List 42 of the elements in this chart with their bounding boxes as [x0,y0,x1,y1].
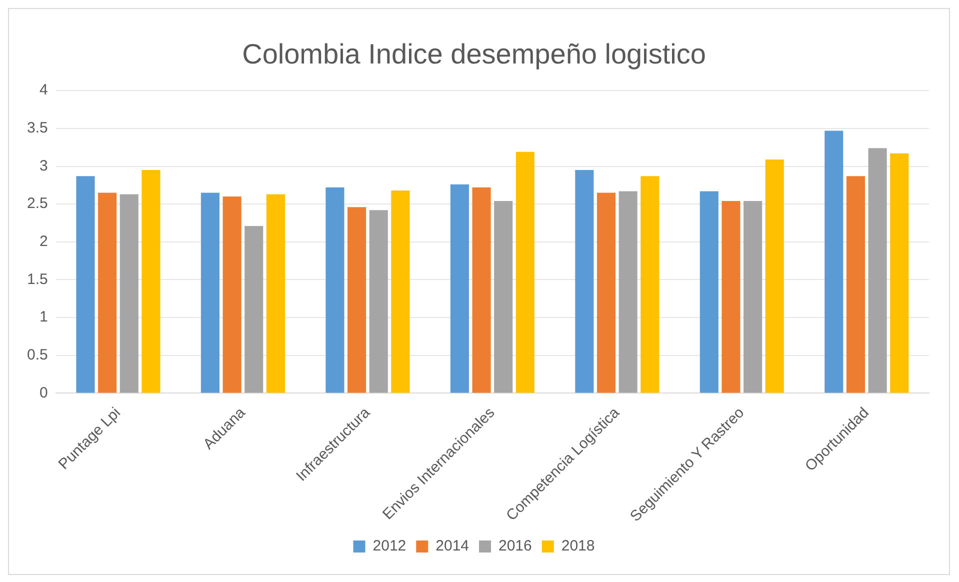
bar [744,201,762,393]
bar [596,192,616,393]
bar [222,196,242,393]
y-tick-label: 2.5 [26,195,48,212]
bar [200,192,220,393]
bar [516,152,534,393]
bar [722,201,740,393]
bar [142,170,160,393]
y-tick-label: 0 [40,384,48,402]
bar [890,153,909,393]
bar [824,130,844,393]
bar [266,194,285,393]
bar [640,176,660,393]
bar [618,191,638,393]
legend-label: 2012 [372,538,406,555]
bar [98,192,117,393]
bar [575,170,594,393]
bar [326,187,344,393]
y-tick-label: 0.5 [26,346,48,364]
bar [391,190,410,393]
legend-label: 2018 [561,538,595,555]
bar [76,176,95,393]
bar [120,194,138,393]
bar [348,207,366,393]
bar [765,159,784,393]
y-tick-label: 3.5 [26,120,48,137]
legend-label: 2016 [498,538,532,555]
y-tick-label: 4 [40,82,48,99]
bar [494,201,513,393]
y-tick-label: 1.5 [26,270,48,288]
bar [472,187,491,393]
bar [369,210,388,393]
y-tick-label: 3 [40,157,48,174]
y-tick-label: 2 [40,233,48,250]
y-tick-label: 1 [40,308,48,326]
chart-title: Colombia Indice desempeño logistico [242,38,706,70]
bar [700,191,718,393]
bar [868,148,887,393]
bar [244,226,264,393]
bar [846,176,865,393]
legend-label: 2014 [436,538,470,555]
bar [450,184,469,393]
